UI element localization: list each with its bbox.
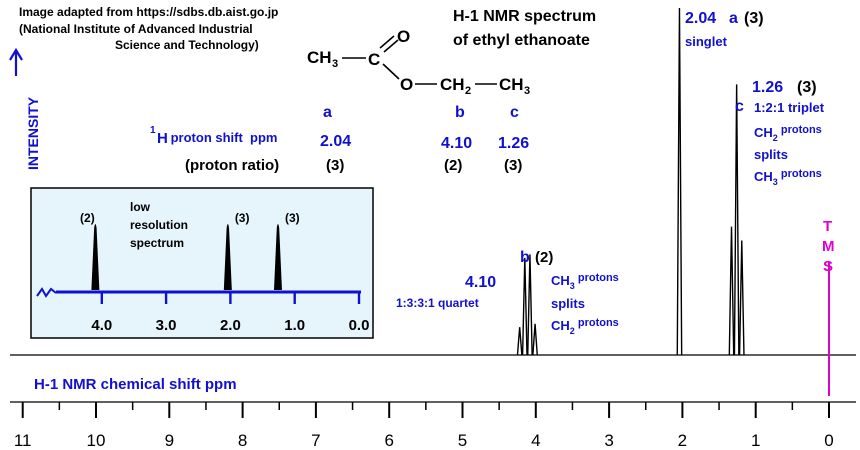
letter-a: a xyxy=(323,104,332,121)
peak-c-letter: c xyxy=(735,98,744,115)
peak-b-letter: b xyxy=(520,249,530,266)
x-tick-label: 5 xyxy=(458,431,467,450)
peak-c-line2: splits xyxy=(754,147,788,162)
spectrum-peak-a-line-1 xyxy=(676,7,683,356)
low-res-inset: low resolution spectrum (2) (3) (3) 4.0 3.0… xyxy=(30,187,374,339)
low-res-tick-label: 4.0 xyxy=(91,317,112,334)
chart-title-line2: of ethyl ethanoate xyxy=(453,32,590,49)
molecule-ch2: CH xyxy=(440,75,465,94)
x-axis-label: H-1 NMR chemical shift ppm xyxy=(34,376,237,393)
shift-label-h: H xyxy=(157,130,168,147)
low-res-peak xyxy=(223,224,232,290)
peak-c-ratio: (3) xyxy=(797,79,817,96)
spectrum-peak-c-line-3 xyxy=(738,240,745,356)
x-tick-label: 6 xyxy=(384,431,393,450)
peak-b-shift: 4.10 xyxy=(465,274,496,291)
spectrum-peak-b-line-4 xyxy=(532,323,538,356)
molecule-structure: CH 3 C O O CH 2 CH 3 xyxy=(307,27,530,97)
spectrum-peak-c-line-1 xyxy=(728,226,735,356)
x-tick-label: 3 xyxy=(604,431,613,450)
bond-c-o-double-2 xyxy=(383,39,399,53)
molecule-carbon: C xyxy=(368,50,380,69)
intensity-arrow-icon xyxy=(9,47,23,76)
spectrum-peak-c-line-2 xyxy=(733,84,740,356)
x-tick-label: 2 xyxy=(678,431,687,450)
x-tick-label: 11 xyxy=(14,431,32,450)
peak-a-ratio: (3) xyxy=(744,10,764,27)
peak-c-pattern: 1:2:1 triplet xyxy=(754,100,825,115)
shift-label-sup: 1 xyxy=(150,125,156,136)
shift-b: 4.10 xyxy=(441,135,472,152)
spectrum-peak-b-line-3 xyxy=(527,254,533,356)
molecule-o-double: O xyxy=(397,27,410,46)
intensity-label: INTENSITY xyxy=(25,96,41,170)
bond-c-o-double-1 xyxy=(379,35,395,49)
x-tick-label: 4 xyxy=(531,431,540,450)
peak-b-pattern: 1:3:3:1 quartet xyxy=(396,296,479,310)
x-tick-label: 8 xyxy=(238,431,247,450)
peak-a-annotation: 2.04 a (3) singlet xyxy=(685,10,764,49)
peak-b-line2: splits xyxy=(551,296,585,311)
peak-b-annotation: b (2) 4.10 1:3:3:1 quartet CH3 protons s… xyxy=(396,249,619,336)
peak-c-shift: 1.26 xyxy=(752,79,783,96)
shift-a: 2.04 xyxy=(320,133,351,150)
low-res-peak-label: (2) xyxy=(80,211,95,225)
molecule-ch3-left-sub: 3 xyxy=(332,58,338,70)
x-tick-label: 10 xyxy=(87,431,106,450)
peak-a-letter: a xyxy=(729,10,738,27)
low-res-box xyxy=(30,187,374,339)
spectrum-peak-b-line-1 xyxy=(516,327,523,356)
intensity-axis-label: INTENSITY xyxy=(9,47,41,170)
molecule-o-single: O xyxy=(400,75,413,94)
peak-c-line1: CH2 protons xyxy=(754,124,822,143)
peak-a-shift: 2.04 xyxy=(685,10,716,27)
x-tick-label: 1 xyxy=(751,431,760,450)
ratio-label: (proton ratio) xyxy=(185,157,279,174)
ratio-a: (3) xyxy=(326,157,344,174)
x-tick-label: 9 xyxy=(165,431,174,450)
peak-c-annotation: 1.26 (3) c 1:2:1 triplet CH2 protons spl… xyxy=(735,79,825,187)
low-res-title-1: low xyxy=(130,200,151,214)
shift-table: a b c 1 H proton shift ppm 2.04 4.10 1.2… xyxy=(150,104,529,174)
x-tick-label: 0 xyxy=(824,431,833,450)
letter-b: b xyxy=(455,104,465,121)
molecule-ch2-sub: 2 xyxy=(465,85,471,97)
tms-letter-t: T xyxy=(823,218,832,235)
molecule-ch3-right: CH xyxy=(499,75,524,94)
low-res-title-2: resolution xyxy=(130,218,188,232)
peak-b-ratio: (2) xyxy=(535,249,553,266)
peak-c-line3: CH3 protons xyxy=(754,168,822,187)
source-note-line3: Science and Technology) xyxy=(115,38,259,52)
low-res-title-3: spectrum xyxy=(130,236,184,250)
molecule-ch3-right-sub: 3 xyxy=(524,85,530,97)
ratio-c: (3) xyxy=(504,157,522,174)
low-res-peak-label: (3) xyxy=(235,211,250,225)
low-res-peak-label: (3) xyxy=(285,211,300,225)
source-note-line2: (National Institute of Advanced Industri… xyxy=(19,22,253,36)
low-res-tick-label: 3.0 xyxy=(156,317,177,334)
tms-letter-m: M xyxy=(822,238,835,255)
low-res-peak xyxy=(91,224,100,290)
bond-c-o-single xyxy=(382,63,400,80)
source-note-line1: Image adapted from https://sdbs.db.aist.… xyxy=(19,5,278,19)
letter-c: c xyxy=(510,104,519,121)
spectrum-peak-b-line-2 xyxy=(521,257,528,356)
chart-title-line1: H-1 NMR spectrum xyxy=(453,8,596,25)
x-tick-label: 7 xyxy=(311,431,320,450)
molecule-ch3-left: CH xyxy=(307,48,332,67)
tms-letter-s: S xyxy=(823,258,833,275)
low-res-tick-label: 0.0 xyxy=(349,317,370,334)
peak-b-line1: CH3 protons xyxy=(551,272,619,291)
ratio-b: (2) xyxy=(444,157,462,174)
axis-break-icon xyxy=(36,287,57,298)
low-res-tick-label: 2.0 xyxy=(220,317,241,334)
low-res-peak xyxy=(273,224,282,290)
shift-c: 1.26 xyxy=(498,135,529,152)
shift-label-rest: proton shift ppm xyxy=(167,130,277,145)
low-res-tick-label: 1.0 xyxy=(284,317,305,334)
peak-b-line3: CH2 protons xyxy=(551,317,619,336)
peak-a-desc: singlet xyxy=(685,34,728,49)
